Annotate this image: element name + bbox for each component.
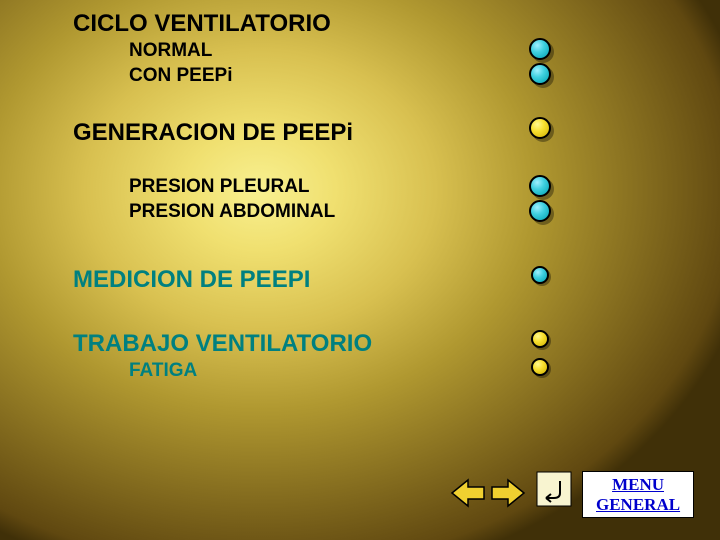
slide-root: CICLO VENTILATORIO NORMAL CON PEEPi GENE… bbox=[0, 0, 720, 540]
arrow-right-icon bbox=[490, 478, 526, 508]
nav-next-button[interactable] bbox=[490, 478, 526, 508]
arrow-left-icon bbox=[450, 478, 486, 508]
heading-medicion: MEDICION DE PEEPI bbox=[73, 266, 310, 294]
menu-general-button[interactable]: MENU GENERAL bbox=[582, 471, 694, 518]
heading-generacion: GENERACION DE PEEPi bbox=[73, 119, 353, 147]
bullet-con-peepi[interactable] bbox=[529, 63, 553, 87]
heading-ciclo: CICLO VENTILATORIO bbox=[73, 10, 331, 38]
bullet-trabajo[interactable] bbox=[531, 330, 551, 350]
nav-prev-button[interactable] bbox=[450, 478, 486, 508]
back-icon bbox=[536, 471, 572, 507]
heading-trabajo: TRABAJO VENTILATORIO bbox=[73, 330, 372, 358]
bullet-medicion[interactable] bbox=[531, 266, 551, 286]
bullet-pleural[interactable] bbox=[529, 175, 553, 199]
menu-line1: MENU bbox=[596, 475, 680, 495]
bullet-normal[interactable] bbox=[529, 38, 553, 62]
bullet-abdominal[interactable] bbox=[529, 200, 553, 224]
sub-presion-abdominal: PRESION ABDOMINAL bbox=[129, 201, 335, 223]
sub-fatiga: FATIGA bbox=[129, 360, 197, 382]
sub-con-peepi: CON PEEPi bbox=[129, 65, 232, 87]
menu-line2: GENERAL bbox=[596, 495, 680, 515]
sub-normal: NORMAL bbox=[129, 40, 212, 62]
sub-presion-pleural: PRESION PLEURAL bbox=[129, 176, 310, 198]
bullet-fatiga[interactable] bbox=[531, 358, 551, 378]
bullet-generacion[interactable] bbox=[529, 117, 553, 141]
nav-back-button[interactable] bbox=[536, 471, 572, 507]
